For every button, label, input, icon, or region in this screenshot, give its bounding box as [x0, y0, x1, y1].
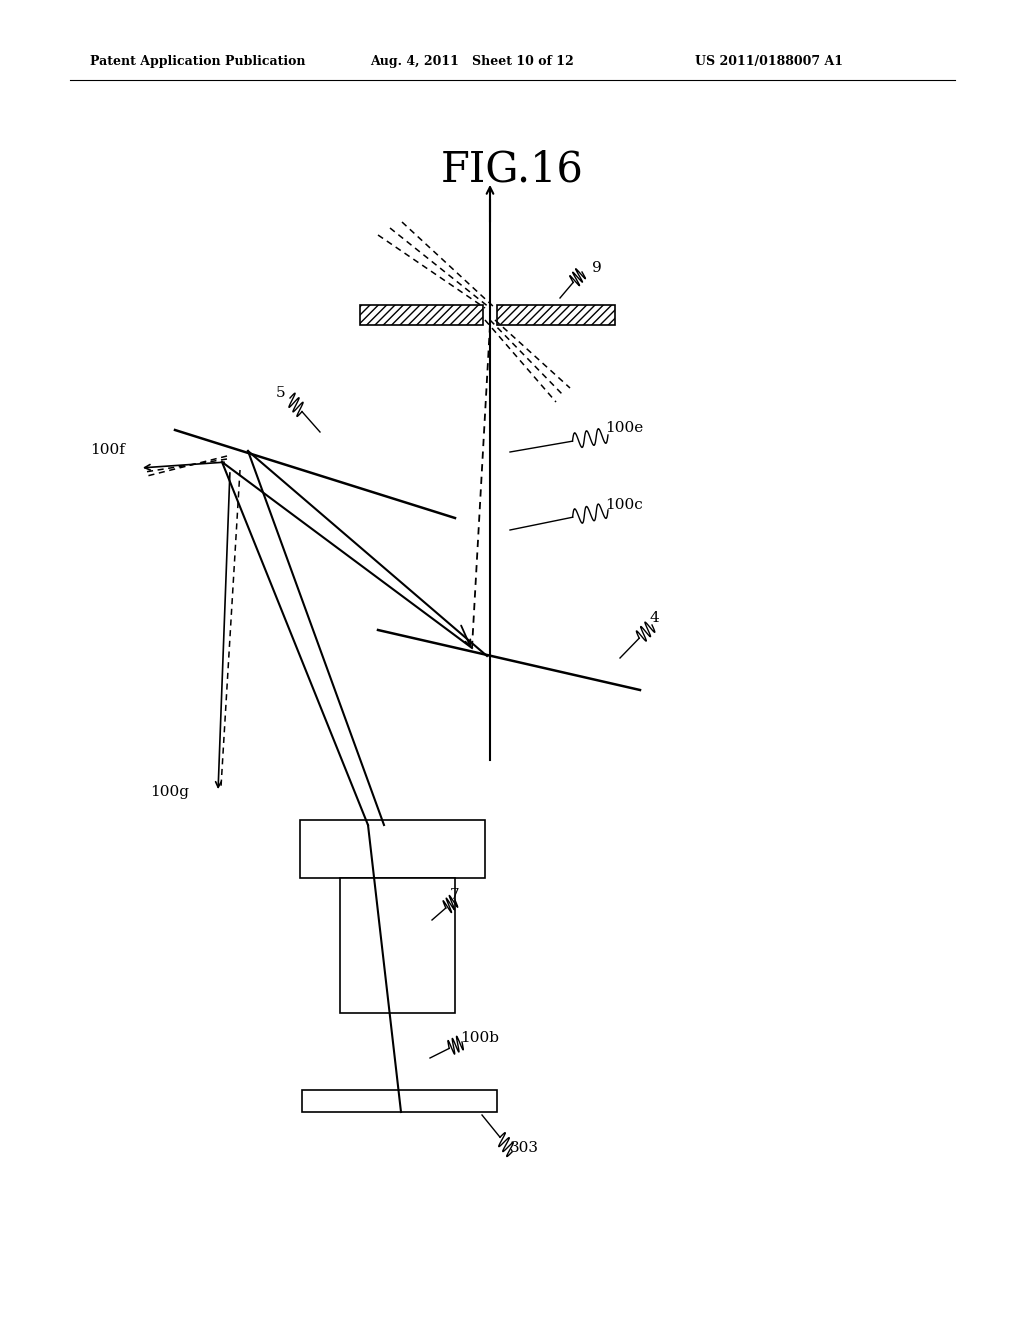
Text: 303: 303	[510, 1140, 539, 1155]
Text: 100b: 100b	[460, 1031, 499, 1045]
Text: 100e: 100e	[605, 421, 643, 436]
Text: 100c: 100c	[605, 498, 643, 512]
Bar	[497, 305, 615, 325]
Text: 9: 9	[592, 261, 602, 275]
Text: 7: 7	[450, 888, 460, 902]
Text: US 2011/0188007 A1: US 2011/0188007 A1	[695, 55, 843, 69]
Bar	[300, 820, 485, 878]
Text: Aug. 4, 2011   Sheet 10 of 12: Aug. 4, 2011 Sheet 10 of 12	[370, 55, 573, 69]
Bar	[340, 878, 455, 1012]
Text: 100g: 100g	[150, 785, 189, 799]
Bar	[302, 1090, 497, 1111]
Text: 5: 5	[276, 385, 286, 400]
Text: Patent Application Publication: Patent Application Publication	[90, 55, 305, 69]
Text: 4: 4	[650, 611, 659, 624]
Text: 100f: 100f	[90, 444, 125, 457]
Bar	[360, 305, 483, 325]
Text: FIG.16: FIG.16	[440, 149, 584, 191]
